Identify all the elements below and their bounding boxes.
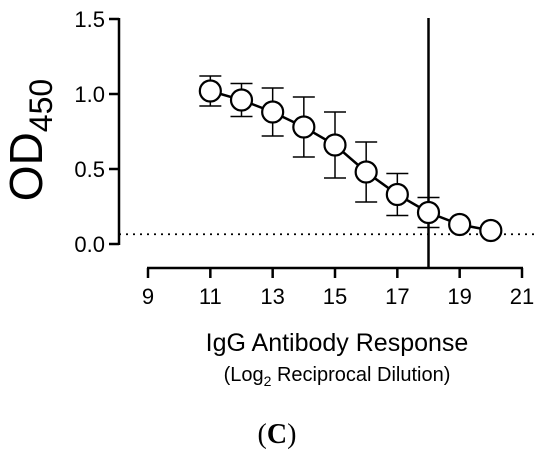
x-tick-label: 15 bbox=[323, 284, 347, 309]
y-tick-label: 0.5 bbox=[74, 157, 105, 182]
y-tick-label: 1.0 bbox=[74, 82, 105, 107]
y-axis-label: OD450 bbox=[0, 79, 59, 201]
x-tick-label: 17 bbox=[385, 284, 409, 309]
x-tick-label: 13 bbox=[260, 284, 284, 309]
data-point bbox=[323, 133, 347, 157]
x-tick-label: 9 bbox=[142, 284, 154, 309]
data-point bbox=[448, 212, 472, 237]
x-tick-label: 11 bbox=[199, 284, 222, 309]
x-axis-title: IgG Antibody Response bbox=[206, 329, 469, 357]
data-point bbox=[229, 88, 254, 112]
series-line bbox=[209, 89, 492, 232]
plot-area: 0.0 0.5 1.0 1.5 9 11 13 15 17 19 21 bbox=[74, 7, 534, 309]
data-point bbox=[261, 100, 285, 124]
y-tick-label: 1.5 bbox=[74, 7, 105, 32]
x-tick-label: 21 bbox=[510, 284, 534, 309]
data-point bbox=[385, 182, 409, 207]
y-tick-label: 0.0 bbox=[74, 232, 105, 257]
data-point bbox=[479, 218, 503, 243]
x-axis-subtitle: (Log2 Reciprocal Dilution) bbox=[224, 364, 451, 389]
x-tick-label: 19 bbox=[447, 284, 471, 309]
data-point bbox=[198, 79, 222, 103]
panel-label: (C) bbox=[258, 419, 297, 450]
data-point bbox=[354, 160, 378, 184]
data-point bbox=[416, 200, 441, 225]
data-point bbox=[292, 115, 316, 139]
